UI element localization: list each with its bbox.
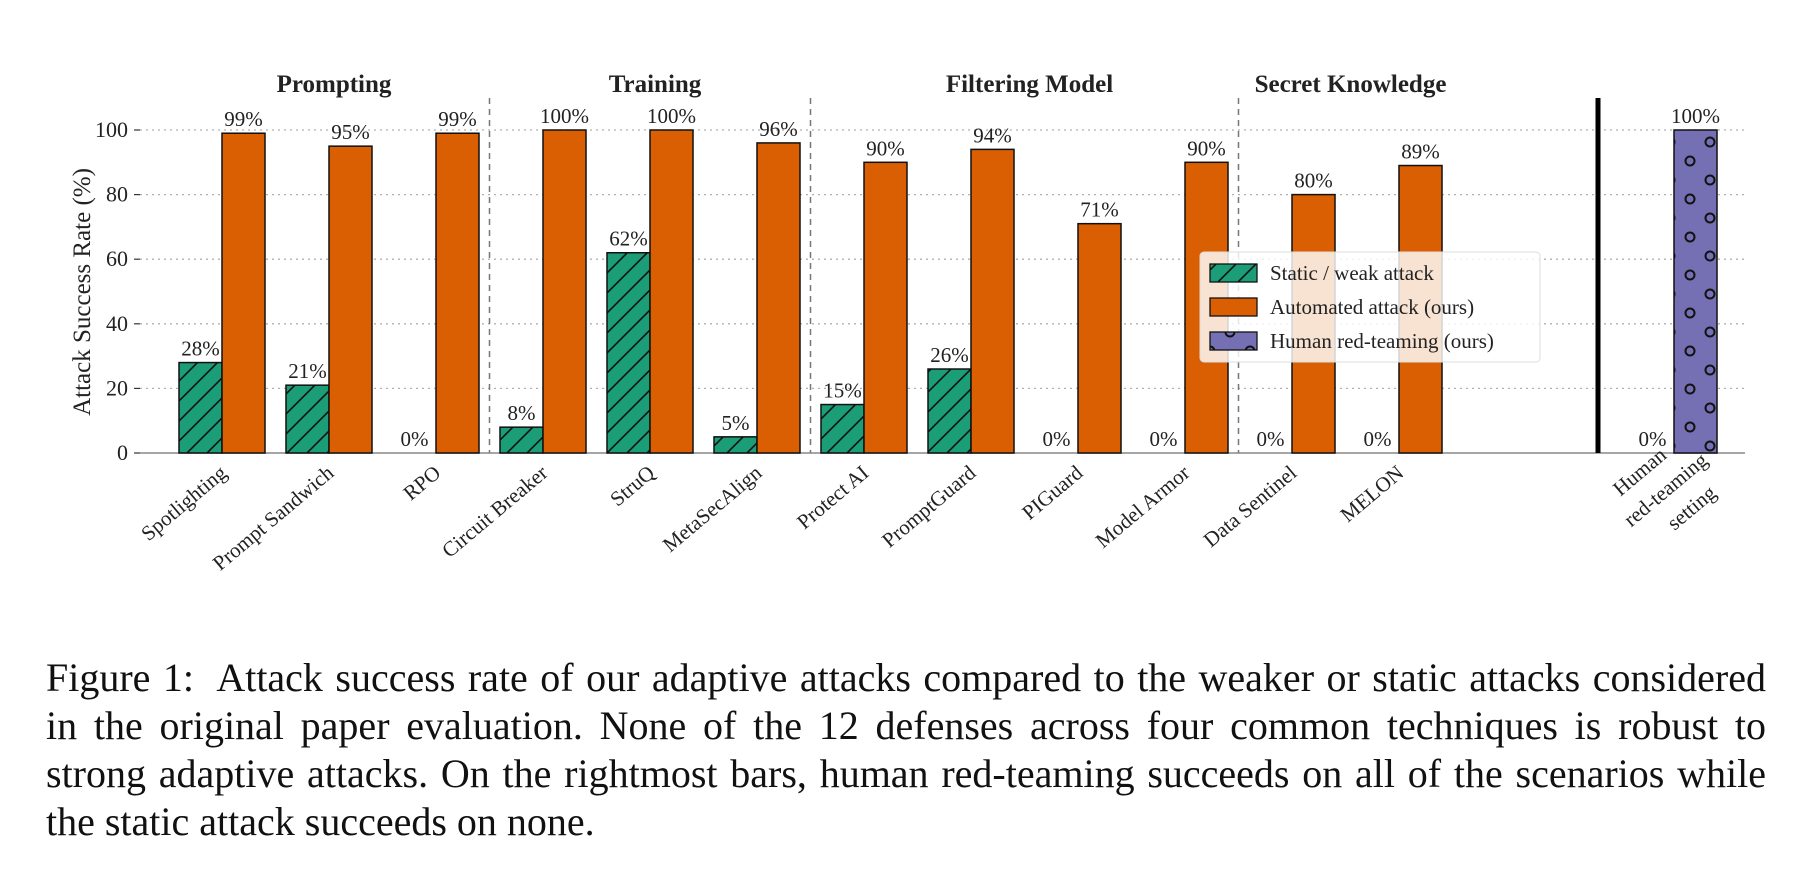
category-label: RPO	[398, 460, 445, 505]
category-label: PIGuard	[1017, 460, 1087, 524]
bar-automated	[542, 129, 587, 454]
bar-static-label: 0%	[1150, 427, 1178, 451]
caption-text: Attack success rate of our adaptive atta…	[46, 655, 1766, 844]
bar-automated-label: 80%	[1294, 169, 1333, 193]
category-label: Circuit Breaker	[437, 460, 552, 562]
bar-automated	[328, 145, 373, 454]
bar-static-label: 21%	[288, 359, 327, 383]
category-label: Data Sentinel	[1199, 460, 1302, 552]
bar-automated	[1077, 222, 1122, 454]
bar-automated	[863, 161, 908, 454]
bar-automated	[756, 142, 801, 454]
bar-automated-label: 90%	[1187, 136, 1226, 160]
bar-static-label: 15%	[823, 379, 862, 403]
legend-swatch	[1209, 263, 1258, 283]
bar-static-label: 26%	[930, 343, 969, 367]
bar-static-label: 0%	[1364, 427, 1392, 451]
bar-automated	[970, 148, 1015, 454]
legend-box	[1199, 251, 1541, 363]
category-label: Protect AI	[792, 460, 873, 533]
y-tick-label: 80	[106, 182, 128, 207]
bar-automated-label: 100%	[540, 104, 589, 128]
legend-label: Human red-teaming (ours)	[1270, 329, 1494, 353]
bar-static-label: 0%	[1043, 427, 1071, 451]
bar-automated-label: 100%	[647, 104, 696, 128]
bar-automated-label: 95%	[331, 120, 370, 144]
category-label: StruQ	[605, 460, 659, 511]
bar-automated-label: 96%	[759, 117, 798, 141]
legend-label: Static / weak attack	[1270, 261, 1434, 285]
bar-automated-label: 99%	[224, 107, 263, 131]
legend-swatch	[1209, 331, 1258, 351]
category-label: MetaSecAlign	[658, 460, 767, 557]
bar-automated-label: 94%	[973, 123, 1012, 147]
group-title: Prompting	[277, 71, 392, 98]
y-tick-label: 0	[117, 440, 128, 465]
bar-static	[820, 403, 865, 454]
bar-automated-label: 90%	[866, 136, 905, 160]
bar-automated	[649, 129, 694, 454]
group-title: Filtering Model	[946, 71, 1113, 98]
bar-automated-label: 99%	[438, 107, 477, 131]
bar-static-label: 62%	[609, 227, 648, 251]
bar-automated-label: 89%	[1401, 140, 1440, 164]
y-tick-label: 20	[106, 375, 128, 400]
bar-static-label: 28%	[181, 337, 220, 361]
legend-label: Automated attack (ours)	[1270, 295, 1474, 319]
y-tick-label: 60	[106, 246, 128, 271]
figure-caption: Figure 1: Attack success rate of our ada…	[46, 654, 1766, 846]
bar-automated-label: 71%	[1080, 198, 1119, 222]
y-tick-label: 100	[95, 117, 128, 142]
category-label: Spotlighting	[136, 460, 231, 545]
bar-static	[178, 361, 223, 454]
category-label: Model Armor	[1091, 460, 1194, 552]
bar-static-label: 0%	[1639, 427, 1667, 451]
y-axis-label: Attack Success Rate (%)	[69, 168, 96, 416]
group-title: Training	[609, 71, 702, 98]
legend-swatch	[1209, 297, 1258, 317]
bar-automated	[435, 132, 480, 454]
bar-static-label: 0%	[401, 427, 429, 451]
bar-static	[927, 368, 972, 454]
attack-success-chart: 0 20 40 60 80 100 Attack Success Rate (%) Promp…	[69, 71, 1745, 575]
bar-human-label: 100%	[1671, 104, 1720, 128]
bar-static	[285, 384, 330, 454]
bar-static	[499, 426, 544, 454]
bar-static	[606, 251, 651, 454]
bar-static-label: 5%	[722, 411, 750, 435]
category-label: MELON	[1336, 460, 1409, 526]
bar-static-label: 8%	[508, 401, 536, 425]
bar-static-label: 0%	[1257, 427, 1285, 451]
group-title: Secret Knowledge	[1255, 71, 1447, 98]
bar-human	[1673, 129, 1718, 454]
bar-automated	[221, 132, 266, 454]
y-tick-label: 40	[106, 311, 128, 336]
caption-label: Figure 1:	[46, 655, 195, 700]
category-label: PromptGuard	[877, 460, 980, 552]
bar-static	[713, 436, 758, 454]
